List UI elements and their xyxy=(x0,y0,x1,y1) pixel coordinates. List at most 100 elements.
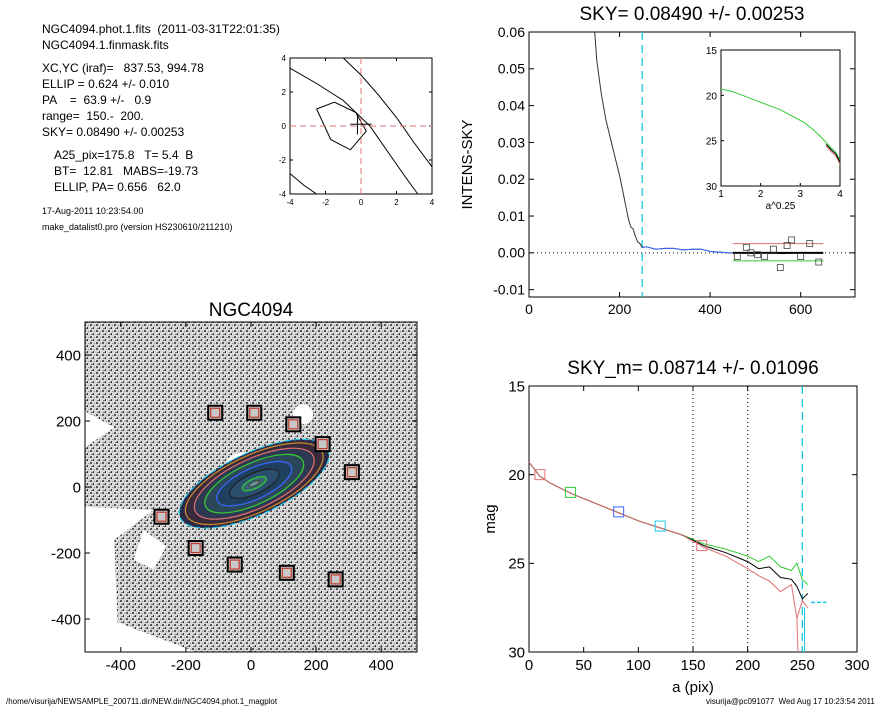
inset-xtick-label: 1 xyxy=(718,189,724,200)
info-date: 17-Aug-2011 10:23:54.00 xyxy=(42,206,144,216)
mag-plot-xlabel: a (pix) xyxy=(672,679,714,696)
sky-point xyxy=(747,249,755,257)
image-plot-ytick-label: 400 xyxy=(56,347,81,364)
mag-series-red xyxy=(528,461,809,619)
sky-plot-xtick-label: 600 xyxy=(789,301,813,317)
sky-box xyxy=(343,464,360,481)
image-plot-xtick-label: -200 xyxy=(171,657,201,674)
mag-marker xyxy=(696,540,708,552)
contour-line xyxy=(342,57,433,168)
sky-box xyxy=(187,540,204,557)
info-line-1: NGC4094.phot.1.fits (2011-03-31T22:01:35… xyxy=(42,22,280,36)
sky-point xyxy=(788,236,796,244)
contour-plot-xtick-label: 0 xyxy=(359,198,364,207)
info-line-8: A25_pix=175.8 T= 5.4 B xyxy=(54,148,194,162)
mag-plot-xtick-label: 200 xyxy=(735,657,760,674)
inset-xtick-label: 3 xyxy=(798,189,804,200)
sky-plot-ytick-label: 0.03 xyxy=(498,134,525,150)
contour-plot-ytick-label: 4 xyxy=(282,54,287,63)
mask-region xyxy=(133,529,167,570)
sky-box-inner xyxy=(190,542,201,554)
image-plot-xtick-label: -400 xyxy=(106,657,136,674)
image-plot-xtick-label: 400 xyxy=(369,657,394,674)
info-line-7: SKY= 0.08490 +/- 0.00253 xyxy=(42,125,185,139)
sky-profile-plot: SKY= 0.08490 +/- 0.00253 INTENS-SKY 0 200 4 0… xyxy=(459,4,856,317)
mag-profile-plot: SKY_m= 0.08714 +/- 0.01096 a (pix) mag 0 50 1… xyxy=(482,358,870,696)
sky-box-inner xyxy=(317,439,328,450)
contour-line xyxy=(316,101,367,151)
mag-marker xyxy=(654,520,666,532)
isophote-ellipse xyxy=(248,479,261,488)
mag-marker xyxy=(613,506,625,518)
contour-line xyxy=(289,67,419,195)
inset-ytick-label: 30 xyxy=(706,182,718,193)
mag-plot-ytick-label: 25 xyxy=(508,556,525,573)
info-program: make_datalist0.pro (version HS230610/211… xyxy=(42,222,233,232)
inset-ytick-label: 15 xyxy=(706,46,718,57)
mag-plot-xtick-label: 250 xyxy=(790,657,815,674)
sky-box-inner xyxy=(288,419,299,430)
mag-plot-title: SKY_m= 0.08714 +/- 0.01096 xyxy=(567,358,818,379)
inset-xtick-label: 4 xyxy=(837,189,843,200)
info-line-10: ELLIP, PA= 0.656 62.0 xyxy=(54,180,181,194)
info-line-9: BT= 12.81 MABS=-19.73 xyxy=(54,164,199,178)
contour-plot-ytick-label: 0 xyxy=(282,122,287,131)
sky-point xyxy=(770,245,777,253)
contour-plot-ytick-label: -4 xyxy=(279,190,287,199)
inset-ytick-label: 20 xyxy=(706,91,718,102)
image-plot-ytick-label: 200 xyxy=(56,413,81,430)
sky-plot-xtick-label: 0 xyxy=(525,301,533,317)
sky-box-inner xyxy=(156,511,167,522)
inset-xlabel: a^0.25 xyxy=(766,201,796,212)
sky-plot-title: SKY= 0.08490 +/- 0.00253 xyxy=(579,4,804,25)
image-plot-xtick-label: 0 xyxy=(247,657,255,674)
contour-plot-xtick-label: 2 xyxy=(394,198,399,207)
sky-box xyxy=(314,436,331,453)
sky-plot-xtick-label: 200 xyxy=(608,301,632,317)
sky-plot-ytick-label: 0.01 xyxy=(498,208,525,224)
sky-plot-ytick-label: 0.04 xyxy=(498,98,525,114)
sky-box-inner xyxy=(210,407,221,418)
sky-plot-ylabel: INTENS-SKY xyxy=(459,119,476,209)
sky-point xyxy=(733,253,741,260)
image-plot-ytick-label: -200 xyxy=(51,545,81,562)
sky-point xyxy=(815,258,823,266)
sky-plot-ytick-label: 0.02 xyxy=(498,171,525,187)
sky-plot-ytick-label: 0.00 xyxy=(498,245,525,261)
mag-drop-red xyxy=(796,618,799,653)
footer-path: /home/visurija/NEWSAMPLE_200711.dir/NEW.… xyxy=(6,697,278,706)
info-line-2: NGC4094.1.finmask.fits xyxy=(42,38,169,52)
info-line-4: ELLIP = 0.624 +/- 0.010 xyxy=(42,77,170,91)
sky-box-inner xyxy=(346,467,358,478)
sky-plot-ytick-label: 0.05 xyxy=(498,61,525,77)
contour-plot: -4 -2 0 2 4 -4 -2 0 2 4 xyxy=(279,54,435,207)
sky-box xyxy=(285,416,302,433)
sky-box-inner xyxy=(229,559,240,570)
sky-box-inner xyxy=(281,567,292,578)
sky-point xyxy=(754,251,762,259)
contour-line xyxy=(289,173,317,195)
mag-plot-ytick-label: 15 xyxy=(508,378,525,395)
contour-plot-ytick-label: 2 xyxy=(282,88,287,97)
mag-marker xyxy=(534,469,546,481)
image-plot-ytick-label: -400 xyxy=(51,611,81,628)
image-title: NGC4094 xyxy=(209,300,294,321)
mask-region xyxy=(85,411,115,448)
sky-point xyxy=(742,243,750,251)
inset-xtick-label: 2 xyxy=(758,189,764,200)
contour-plot-xtick-label: -2 xyxy=(322,198,330,207)
mag-plot-xtick-label: 0 xyxy=(525,657,533,674)
mag-marker xyxy=(565,486,577,498)
info-line-3: XC,YC (iraf)= 837.53, 994.78 xyxy=(42,61,204,75)
image-plot-xtick-label: 200 xyxy=(304,657,329,674)
mag-plot-ytick-label: 20 xyxy=(508,467,525,484)
mask-region xyxy=(85,506,154,563)
sky-point xyxy=(783,242,791,249)
footer-user: visurija@pc091077 Wed Aug 17 10:23:54 20… xyxy=(706,697,875,706)
info-line-5: PA = 63.9 +/- 0.9 xyxy=(42,93,152,107)
sky-point xyxy=(797,253,805,260)
info-line-6: range= 150.- 200. xyxy=(42,109,144,123)
mag-plot-xtick-label: 50 xyxy=(575,657,592,674)
sky-box xyxy=(246,404,263,421)
